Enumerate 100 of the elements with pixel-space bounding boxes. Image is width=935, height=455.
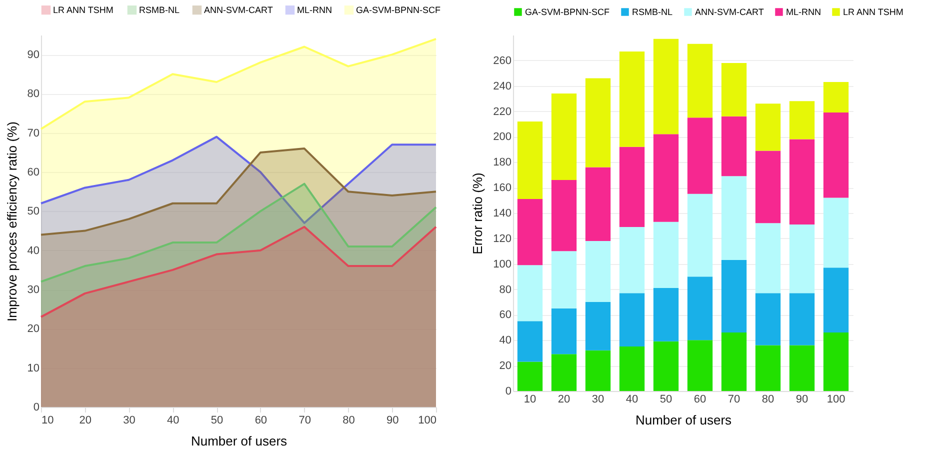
bar xyxy=(585,350,611,391)
bar xyxy=(755,150,781,224)
bar xyxy=(653,134,679,222)
bar xyxy=(789,224,815,294)
y-tick-label: 40 xyxy=(27,244,40,257)
bar xyxy=(823,268,849,333)
x-tick-label: 60 xyxy=(254,414,268,426)
y-tick-label: 60 xyxy=(27,166,40,179)
x-tick-label: 60 xyxy=(694,394,706,406)
y-tick-label: 50 xyxy=(27,206,40,218)
bar xyxy=(755,293,781,346)
bar xyxy=(653,288,679,342)
bar xyxy=(551,308,577,354)
legend-label: RSMB-NL xyxy=(139,5,180,16)
x-tick-label: 10 xyxy=(42,414,54,426)
y-tick-label: 40 xyxy=(499,334,512,347)
y-tick-label: 80 xyxy=(499,284,512,296)
y-tick-label: 180 xyxy=(493,156,512,169)
legend-label: ANN-SVM-CART xyxy=(695,7,764,17)
bar xyxy=(653,38,679,134)
y-axis-title: Error ratio (%) xyxy=(470,172,486,254)
x-tick-label: 10 xyxy=(524,394,536,406)
y-tick-label: 0 xyxy=(505,386,512,398)
bar xyxy=(721,176,747,260)
bar xyxy=(517,265,543,322)
bar xyxy=(517,362,543,391)
bar xyxy=(585,167,611,241)
bar xyxy=(653,222,679,288)
y-tick-label: 20 xyxy=(27,323,40,336)
bar xyxy=(619,146,645,227)
x-tick-label: 90 xyxy=(796,394,808,406)
x-tick-label: 80 xyxy=(342,414,355,426)
legend-label: ML-RNN xyxy=(786,7,821,17)
bar xyxy=(755,345,781,391)
x-tick-label: 20 xyxy=(558,394,570,406)
bar xyxy=(687,44,713,118)
y-tick-label: 200 xyxy=(493,131,512,144)
bar xyxy=(789,139,815,224)
bar xyxy=(789,345,815,391)
bar xyxy=(585,78,611,168)
bar xyxy=(551,93,577,180)
bar xyxy=(823,332,849,391)
x-axis-title: Number of users xyxy=(635,412,732,428)
bar xyxy=(823,112,849,198)
x-tick-label: 40 xyxy=(626,394,638,406)
bar xyxy=(551,180,577,252)
x-tick-label: 70 xyxy=(728,394,740,406)
y-tick-label: 240 xyxy=(493,80,512,92)
legend-label: GA-SVM-BPNN-SCF xyxy=(525,7,610,17)
y-tick-label: 10 xyxy=(27,362,40,374)
y-tick-label: 140 xyxy=(493,208,512,220)
bar xyxy=(585,302,611,350)
bar xyxy=(653,341,679,391)
x-tick-label: 100 xyxy=(418,414,436,426)
y-tick-label: 160 xyxy=(493,182,512,194)
bar xyxy=(687,276,713,340)
x-tick-label: 70 xyxy=(298,414,311,426)
y-axis-title: Improve proces efficiency ratio (%) xyxy=(4,122,20,322)
legend-label: LR ANN TSHM xyxy=(53,5,114,16)
y-tick-label: 70 xyxy=(27,127,40,140)
x-tick-label: 50 xyxy=(210,414,224,426)
y-tick-label: 100 xyxy=(493,258,512,270)
x-tick-label: 80 xyxy=(762,394,774,406)
legend-label: RSMB-NL xyxy=(632,7,673,17)
bar xyxy=(789,293,815,346)
y-tick-label: 120 xyxy=(493,232,512,245)
bar xyxy=(517,199,543,266)
bar xyxy=(721,62,747,116)
y-tick-label: 30 xyxy=(27,284,40,296)
x-tick-label: 50 xyxy=(660,394,672,406)
bar xyxy=(619,52,645,147)
y-tick-label: 90 xyxy=(27,49,40,62)
legend-label: ML-RNN xyxy=(297,5,332,16)
y-tick-label: 80 xyxy=(27,88,40,100)
bar xyxy=(687,194,713,277)
bar xyxy=(619,346,645,391)
bar xyxy=(789,101,815,140)
bar xyxy=(721,116,747,176)
bar xyxy=(551,354,577,391)
legend-label: GA-SVM-BPNN-SCF xyxy=(356,5,442,16)
x-tick-label: 30 xyxy=(123,414,136,426)
x-tick-label: 30 xyxy=(592,394,604,406)
bar xyxy=(823,198,849,268)
bar xyxy=(687,340,713,391)
bar xyxy=(823,82,849,113)
bar xyxy=(755,104,781,151)
y-tick-label: 220 xyxy=(493,106,512,118)
legend-label: LR ANN TSHM xyxy=(843,7,904,17)
y-tick-label: 60 xyxy=(499,309,512,322)
bar xyxy=(551,251,577,308)
bar xyxy=(517,321,543,362)
bar xyxy=(619,293,645,346)
x-tick-label: 90 xyxy=(386,414,399,426)
bar xyxy=(721,332,747,391)
bar xyxy=(619,226,645,294)
x-axis-title: Number of users xyxy=(190,434,288,448)
bar xyxy=(585,240,611,302)
bar xyxy=(517,121,543,200)
bar xyxy=(687,118,713,194)
legend-label: ANN-SVM-CART xyxy=(204,5,274,16)
